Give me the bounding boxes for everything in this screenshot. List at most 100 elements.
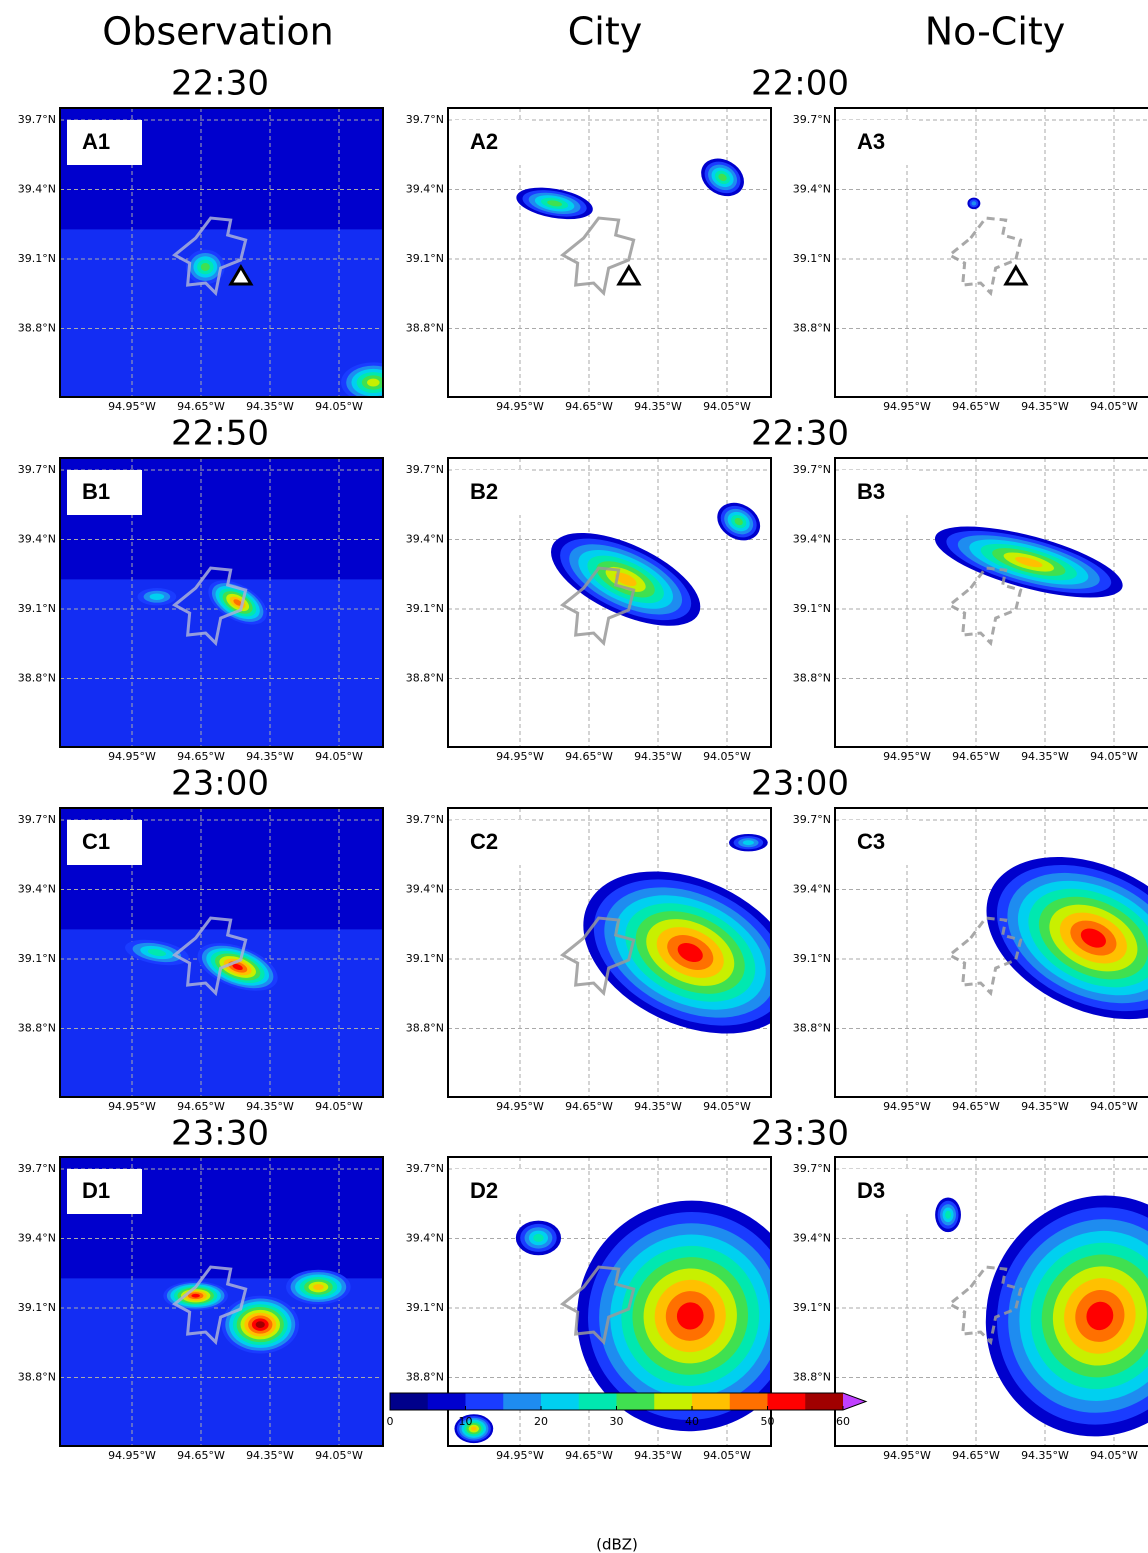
lon-tick-label: 94.05°W: [1090, 400, 1138, 413]
panel-label-box: [842, 470, 917, 515]
lat-tick-label: 39.4°N: [406, 183, 444, 196]
lon-tick-label: 94.65°W: [177, 1449, 225, 1462]
colorbar-tick-label: 40: [685, 1415, 699, 1428]
map-panel: D2: [448, 1157, 771, 1446]
lat-tick-label: 38.8°N: [406, 322, 444, 335]
lat-tick-label: 38.8°N: [793, 1371, 831, 1384]
lon-tick-label: 94.05°W: [703, 400, 751, 413]
map-panel: B1: [60, 458, 383, 747]
lat-tick-label: 39.7°N: [793, 813, 831, 826]
colorbar-segment: [465, 1393, 504, 1410]
lat-tick-label: 38.8°N: [18, 672, 56, 685]
city-outline: [171, 916, 248, 997]
lat-tick-label: 38.8°N: [18, 1371, 56, 1384]
lat-tick-label: 39.4°N: [793, 533, 831, 546]
echo: [533, 1233, 544, 1242]
echo: [676, 1302, 704, 1330]
panel-label-box: [842, 1169, 917, 1214]
site-marker: [1003, 263, 1029, 286]
colorbar-segment: [692, 1393, 731, 1410]
panel-label: D3: [857, 1178, 885, 1203]
echo: [233, 599, 242, 606]
lat-tick-label: 38.8°N: [18, 322, 56, 335]
lat-tick-label: 39.4°N: [793, 1232, 831, 1245]
panel-label: D2: [470, 1178, 498, 1203]
colorbar-segment: [805, 1393, 844, 1410]
lon-tick-label: 94.95°W: [108, 1100, 156, 1113]
lon-tick-label: 94.95°W: [108, 1449, 156, 1462]
echo: [232, 963, 243, 971]
colorbar-segment: [541, 1393, 580, 1410]
lat-tick-label: 39.1°N: [406, 252, 444, 265]
panel-label-box: [455, 820, 530, 865]
echo: [971, 201, 977, 206]
lon-tick-label: 94.95°W: [883, 1100, 931, 1113]
lon-tick-label: 94.05°W: [1090, 750, 1138, 763]
lat-tick-label: 39.1°N: [18, 1301, 56, 1314]
map-panel: C2: [448, 808, 771, 1097]
echo: [547, 200, 562, 207]
lat-tick-label: 38.8°N: [406, 672, 444, 685]
colorbar-tick-label: 10: [459, 1415, 473, 1428]
lon-tick-label: 94.35°W: [634, 1100, 682, 1113]
city-outline: [559, 1265, 636, 1346]
map-panel: A1: [60, 108, 383, 397]
colorbar-segment: [616, 1393, 655, 1410]
lat-tick-label: 39.1°N: [406, 952, 444, 965]
city-outline: [946, 916, 1023, 997]
colorbar-tick-label: 60: [836, 1415, 850, 1428]
panel-frame: [834, 457, 1148, 748]
lon-tick-label: 94.05°W: [1090, 1100, 1138, 1113]
lon-tick-label: 94.05°W: [315, 400, 363, 413]
lon-tick-label: 94.05°W: [1090, 1449, 1138, 1462]
lat-tick-label: 39.7°N: [406, 1162, 444, 1175]
city-outline: [946, 216, 1023, 297]
lat-tick-label: 39.1°N: [793, 1301, 831, 1314]
lat-tick-label: 39.4°N: [18, 533, 56, 546]
lat-tick-label: 38.8°N: [793, 672, 831, 685]
echo: [945, 1210, 952, 1219]
lat-tick-label: 38.8°N: [406, 1022, 444, 1035]
panel-label-box: [455, 1169, 530, 1214]
city-outline: [171, 1265, 248, 1346]
lat-tick-label: 39.7°N: [18, 813, 56, 826]
echo: [367, 378, 380, 387]
lon-tick-label: 94.35°W: [1021, 750, 1069, 763]
lon-tick-label: 94.65°W: [952, 750, 1000, 763]
lon-tick-label: 94.95°W: [496, 1449, 544, 1462]
lon-tick-label: 94.05°W: [703, 750, 751, 763]
lat-tick-label: 39.7°N: [18, 113, 56, 126]
echo: [734, 517, 743, 526]
model-time: 22:00: [751, 64, 849, 104]
colorbar-tick-label: 50: [761, 1415, 775, 1428]
city-outline: [559, 916, 636, 997]
colorbar-unit: (dBZ): [596, 1536, 638, 1553]
lat-tick-label: 39.1°N: [793, 952, 831, 965]
panel-frame: [447, 1156, 772, 1447]
colorbar-segment: [503, 1393, 542, 1410]
colorbar-segment: [390, 1393, 429, 1410]
lat-tick-label: 39.7°N: [793, 1162, 831, 1175]
panel-label-box: [67, 820, 142, 865]
lon-tick-label: 94.35°W: [246, 1100, 294, 1113]
panel-frame: [59, 107, 384, 398]
echo: [1086, 1301, 1114, 1331]
lat-tick-label: 39.7°N: [406, 113, 444, 126]
map-panel: A3: [835, 108, 1148, 397]
panel-label: C3: [857, 829, 885, 854]
lon-tick-label: 94.95°W: [108, 400, 156, 413]
lat-tick-label: 38.8°N: [406, 1371, 444, 1384]
colorbar-segment: [767, 1393, 806, 1410]
colorbar-tick-label: 0: [387, 1415, 394, 1428]
lon-tick-label: 94.95°W: [496, 1100, 544, 1113]
column-title: Observation: [102, 10, 333, 54]
model-time: 23:30: [751, 1114, 849, 1154]
echo: [677, 942, 703, 963]
lat-tick-label: 39.4°N: [406, 883, 444, 896]
lat-tick-label: 39.1°N: [406, 602, 444, 615]
lat-tick-label: 39.4°N: [406, 533, 444, 546]
panel-label: C2: [470, 829, 498, 854]
city-outline: [946, 566, 1023, 647]
lon-tick-label: 94.95°W: [108, 750, 156, 763]
lon-tick-label: 94.95°W: [883, 750, 931, 763]
